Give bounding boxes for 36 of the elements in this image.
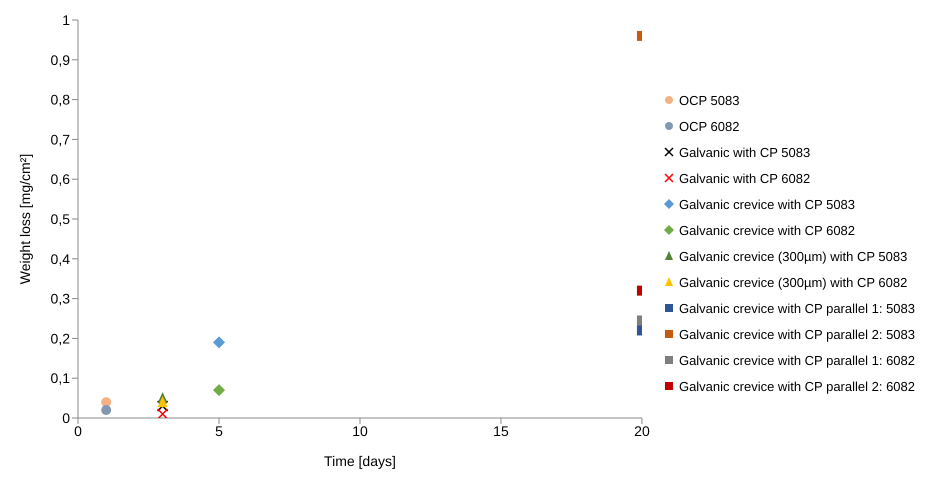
x-axis-title: Time [days] (324, 453, 396, 469)
point (212, 336, 225, 348)
legend-label: Galvanic crevice with CP parallel 1: 5083 (678, 300, 915, 316)
y-tick-label: 1 (62, 12, 70, 28)
y-tick-label: 0,2 (50, 330, 70, 346)
y-tick-label: 0,1 (50, 370, 70, 386)
legend-label: OCP 6082 (678, 118, 740, 134)
y-tick-label: 0,4 (50, 250, 70, 267)
legend-label: Galvanic crevice (300µm) with CP 5083 (678, 248, 908, 264)
legend-label: Galvanic with CP 5083 (678, 144, 810, 160)
point (158, 396, 168, 408)
y-tick-label: 0,9 (50, 52, 70, 68)
legend-label: Galvanic with CP 6082 (678, 170, 810, 186)
legend-label: Galvanic crevice (300µm) with CP 6082 (678, 274, 908, 290)
point (156, 408, 168, 418)
legend-label: OCP 5083 (678, 92, 740, 108)
legend-label: Galvanic crevice with CP 5083 (678, 196, 856, 212)
point (101, 405, 112, 416)
y-tick-label: 0,5 (50, 210, 70, 227)
y-tick-label: 0 (62, 410, 70, 426)
y-axis-title: Weight loss [mg/cm²] (17, 154, 33, 284)
legend-label: Galvanic crevice with CP 6082 (678, 222, 856, 238)
y-tick-label: 0,7 (50, 131, 70, 148)
x-tick-label: 15 (493, 422, 509, 439)
legend-label: Galvanic crevice with CP parallel 2: 5083 (678, 326, 915, 342)
x-tick-label: 5 (215, 422, 224, 439)
point (212, 384, 225, 396)
x-tick-label: 0 (74, 422, 82, 439)
x-tick-label: 20 (634, 422, 650, 439)
point (156, 400, 168, 412)
y-tick-label: 0,6 (50, 171, 70, 188)
legend-label: Galvanic crevice with CP parallel 1: 6082 (678, 352, 915, 368)
x-tick-label: 10 (352, 422, 368, 439)
legend-label: Galvanic crevice with CP parallel 2: 6082 (678, 378, 915, 394)
y-tick-label: 0,3 (50, 290, 70, 307)
y-tick-label: 0,8 (50, 92, 70, 108)
